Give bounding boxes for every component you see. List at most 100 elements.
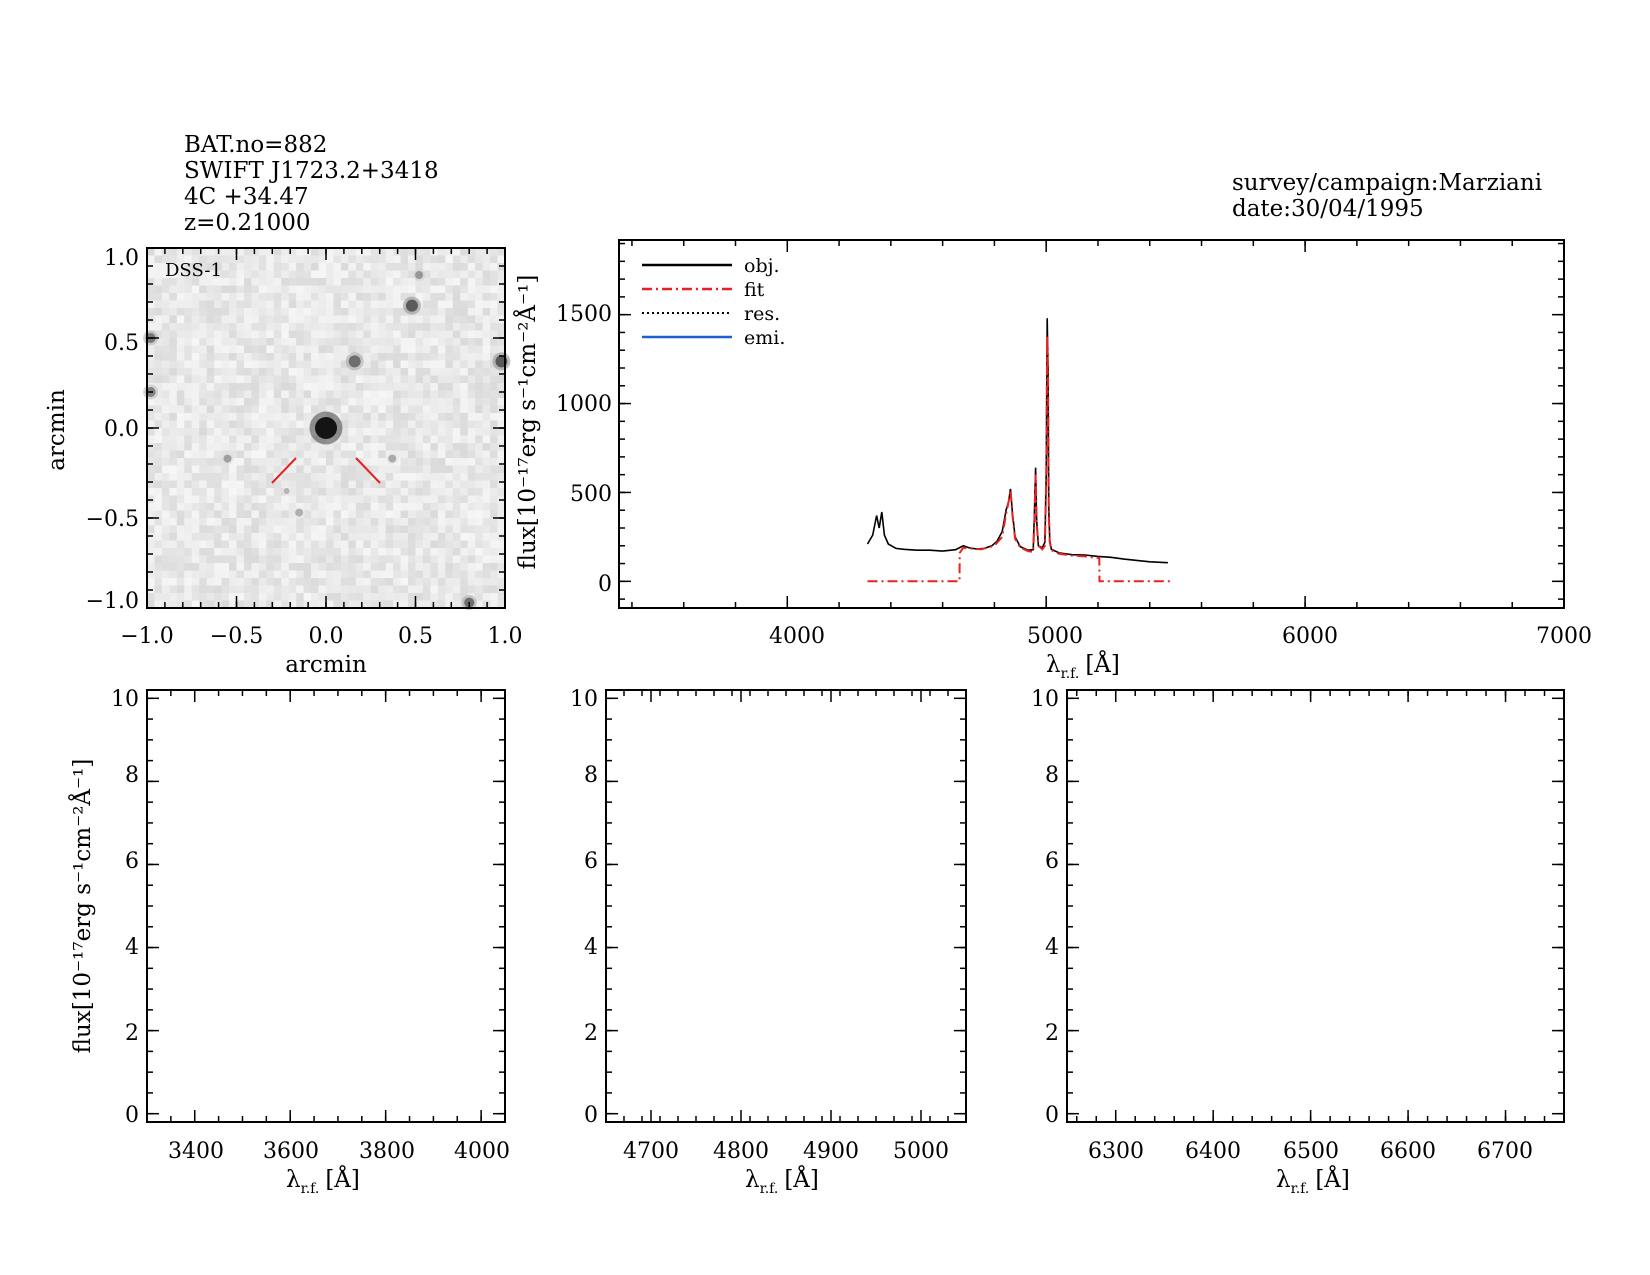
dss-pixel <box>400 353 409 361</box>
dss-pixel <box>326 255 334 264</box>
dss-pixel <box>370 443 379 451</box>
spectrum-series <box>866 318 1171 583</box>
dss-pixel <box>236 345 245 354</box>
dss-pixel <box>340 450 349 459</box>
dss-pixel <box>176 420 185 429</box>
dss-pixel <box>296 285 305 294</box>
dss-pixel <box>296 323 305 331</box>
dss-pixel <box>236 360 245 369</box>
dss-pixel <box>333 278 342 286</box>
dss-pixel <box>191 480 200 489</box>
dss-pixel <box>311 375 319 384</box>
dss-pixel <box>221 570 230 579</box>
dss-pixel <box>363 518 372 526</box>
dss-pixel <box>229 555 237 564</box>
dss-pixel <box>393 525 401 534</box>
dss-pixel <box>415 540 424 549</box>
legend-fit-label: fit <box>744 279 765 301</box>
dss-pixel <box>333 308 342 316</box>
zoom-panel-halpha: 6300 6400 6500 6600 6700 0 2 4 6 8 10 λr… <box>1031 687 1565 1197</box>
dss-pixel <box>333 533 342 541</box>
dss-pixel <box>236 315 245 324</box>
dss-pixel <box>191 570 200 579</box>
dss-pixel <box>348 533 357 541</box>
dss-pixel <box>422 465 431 474</box>
dss-pixel <box>311 503 319 511</box>
dss-pixel <box>311 540 319 549</box>
dss-pixel <box>326 540 334 549</box>
dss-pixel <box>258 353 267 361</box>
dss-pixel <box>266 495 275 504</box>
dss-pixel <box>452 263 461 271</box>
dss-pixel <box>169 420 178 429</box>
dss-pixel <box>288 548 297 556</box>
dss-pixel <box>288 345 297 354</box>
dss-pixel <box>206 353 215 361</box>
dss-pixel <box>385 375 394 384</box>
dss-pixel <box>206 563 215 571</box>
dss-pixel <box>176 518 185 526</box>
dss-pixel <box>490 383 498 391</box>
dss-pixel <box>340 293 349 301</box>
dss-pixel <box>229 300 237 309</box>
dss-pixel <box>161 548 170 556</box>
dss-pixel <box>340 315 349 324</box>
dss-pixel <box>184 300 193 309</box>
dss-pixel <box>303 585 312 594</box>
dss-pixel <box>311 600 319 609</box>
dss-pixel <box>236 510 245 519</box>
dss-pixel <box>378 428 387 436</box>
dss-pixel <box>191 488 200 496</box>
dss-pixel <box>236 570 245 579</box>
dss-pixel <box>460 263 469 271</box>
dss-pixel <box>408 593 416 601</box>
dss-pixel <box>296 555 305 564</box>
dss-pixel <box>482 360 491 369</box>
dss-pixel <box>288 308 297 316</box>
dss-pixel <box>184 465 193 474</box>
dss-pixel <box>408 255 416 264</box>
dss-pixel <box>326 248 334 256</box>
dss-pixel <box>415 488 424 496</box>
dss-pixel <box>333 323 342 331</box>
dss-pixel <box>311 495 319 504</box>
dss-pixel <box>191 518 200 526</box>
dss-pixel <box>206 480 215 489</box>
dss-pixel <box>400 375 409 384</box>
dss-pixel <box>497 548 506 556</box>
dss-pixel <box>445 488 454 496</box>
dss-pixel <box>393 578 401 586</box>
dss-pixel <box>288 263 297 271</box>
dss-pixel <box>415 563 424 571</box>
dss-pixel <box>378 315 387 324</box>
dss-pixel <box>303 593 312 601</box>
dss-pixel <box>214 563 222 571</box>
dss-pixel <box>422 285 431 294</box>
dss-pixel <box>333 548 342 556</box>
dss-pixel <box>243 270 252 279</box>
dss-pixel <box>340 480 349 489</box>
dss-pixel <box>378 270 387 279</box>
dss-pixel <box>437 510 446 519</box>
dss-pixel <box>460 278 469 286</box>
dss-pixel <box>199 578 208 586</box>
dss-pixel <box>445 585 454 594</box>
dss-pixel <box>147 548 155 556</box>
dss-pixel <box>288 300 297 309</box>
dss-pixel <box>243 495 252 504</box>
dss-pixel <box>415 323 424 331</box>
dss-pixel <box>161 353 170 361</box>
dss-pixel <box>400 390 409 399</box>
dss-pixel <box>385 383 394 391</box>
dss-pixel <box>408 278 416 286</box>
dss-pixel <box>303 345 312 354</box>
dss-pixel <box>147 278 155 286</box>
dss-pixel <box>296 480 305 489</box>
dss-pixel <box>370 555 379 564</box>
dss-pixel <box>281 285 290 294</box>
zoom-halpha-y-tick-label: 4 <box>1045 935 1059 960</box>
dss-pixel <box>161 375 170 384</box>
dss-pixel <box>154 540 163 549</box>
dss-pixel <box>169 458 178 466</box>
dss-pixel <box>467 465 476 474</box>
